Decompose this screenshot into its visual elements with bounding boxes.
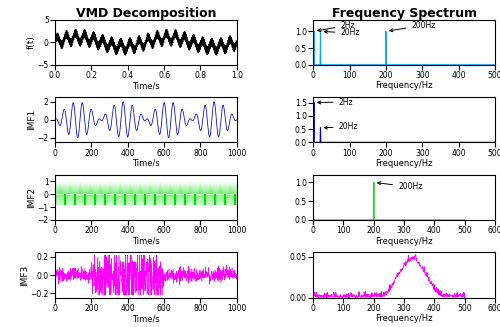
Text: 2Hz: 2Hz — [318, 21, 355, 32]
Text: 2Hz: 2Hz — [318, 97, 354, 107]
Text: 20Hz: 20Hz — [324, 122, 358, 131]
X-axis label: Frequency/Hz: Frequency/Hz — [376, 237, 433, 246]
X-axis label: Time/s: Time/s — [132, 159, 160, 168]
Y-axis label: IMF1: IMF1 — [27, 109, 36, 130]
X-axis label: Frequency/Hz: Frequency/Hz — [376, 81, 433, 90]
Y-axis label: f(t): f(t) — [27, 35, 36, 49]
Y-axis label: IMF2: IMF2 — [27, 187, 36, 208]
Title: Frequency Spectrum: Frequency Spectrum — [332, 7, 476, 20]
Title: VMD Decomposition: VMD Decomposition — [76, 7, 216, 20]
X-axis label: Time/s: Time/s — [132, 314, 160, 323]
X-axis label: Frequency/Hz: Frequency/Hz — [376, 314, 433, 323]
Text: 200Hz: 200Hz — [390, 21, 436, 32]
Text: 20Hz: 20Hz — [324, 28, 360, 38]
X-axis label: Time/s: Time/s — [132, 81, 160, 90]
X-axis label: Time/s: Time/s — [132, 237, 160, 246]
Y-axis label: IMF3: IMF3 — [20, 265, 29, 285]
Text: 200Hz: 200Hz — [378, 182, 422, 191]
X-axis label: Frequency/Hz: Frequency/Hz — [376, 159, 433, 168]
